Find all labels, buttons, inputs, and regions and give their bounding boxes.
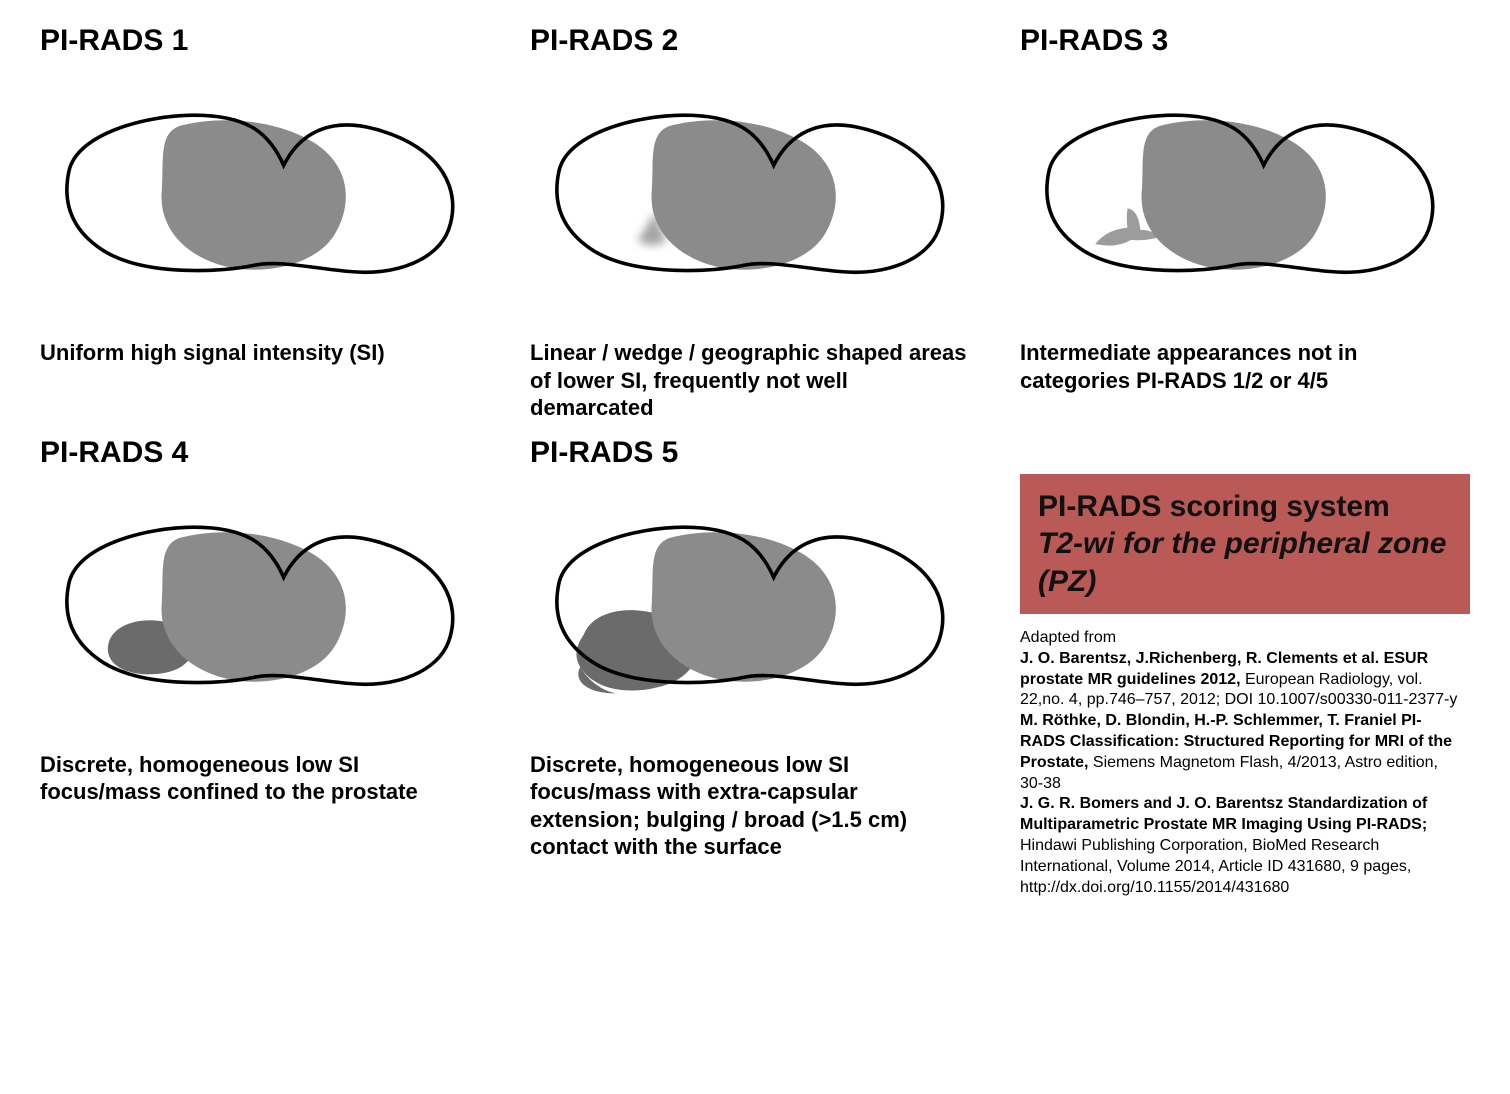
panel-description: Discrete, homogeneous low SI focus/mass … (40, 751, 480, 806)
references: Adapted from J. O. Barentsz, J.Richenber… (1020, 628, 1460, 898)
diagram-grid: PI-RADS 1 Uniform high signal intensity … (40, 20, 1470, 898)
panel-title: PI-RADS 3 (1020, 24, 1470, 58)
panel-description: Linear / wedge / geographic shaped areas… (530, 339, 970, 422)
panel-pirads-4: PI-RADS 4 Discrete, homogeneous low SI f… (40, 432, 490, 899)
prostate-diagram-3 (1020, 64, 1450, 324)
panel-title: PI-RADS 1 (40, 24, 490, 58)
panel-pirads-3: PI-RADS 3 Intermediate appearances not i… (1020, 20, 1470, 422)
panel-description: Discrete, homogeneous low SI focus/mass … (530, 751, 970, 861)
refs-lead: Adapted from (1020, 629, 1116, 646)
prostate-diagram-4 (40, 476, 470, 736)
panel-pirads-5: PI-RADS 5 Discrete, homogeneous low SI f… (530, 432, 980, 899)
info-panel: PI-RADS scoring system T2-wi for the per… (1020, 432, 1470, 899)
panel-pirads-1: PI-RADS 1 Uniform high signal intensity … (40, 20, 490, 422)
page: PI-RADS 1 Uniform high signal intensity … (0, 0, 1510, 1094)
prostate-diagram-1 (40, 64, 470, 324)
info-box: PI-RADS scoring system T2-wi for the per… (1020, 474, 1470, 615)
panel-title: PI-RADS 4 (40, 436, 490, 470)
info-subtitle: T2-wi for the peripheral zone (PZ) (1038, 525, 1452, 600)
prostate-diagram-2 (530, 64, 960, 324)
prostate-diagram-5 (530, 476, 960, 736)
ref-3-bold: J. G. R. Bomers and J. O. Barentsz Stand… (1020, 795, 1427, 833)
panel-pirads-2: PI-RADS 2 Linear / wedge / geographic sh… (530, 20, 980, 422)
panel-description: Intermediate appearances not in categori… (1020, 339, 1460, 394)
panel-title: PI-RADS 2 (530, 24, 980, 58)
panel-description: Uniform high signal intensity (SI) (40, 339, 480, 367)
info-title: PI-RADS scoring system (1038, 488, 1452, 526)
panel-title: PI-RADS 5 (530, 436, 980, 470)
ref-3: Hindawi Publishing Corporation, BioMed R… (1020, 837, 1411, 896)
